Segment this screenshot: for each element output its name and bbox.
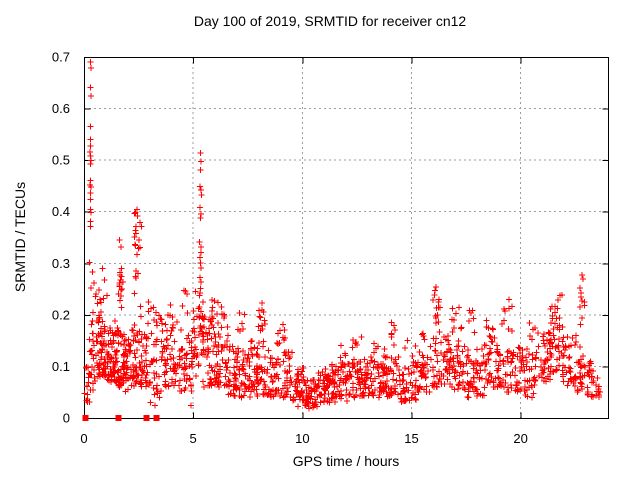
y-tick-label: 0.1 — [52, 359, 70, 374]
x-tick-label: 10 — [295, 431, 309, 446]
y-tick-label: 0.7 — [52, 50, 70, 65]
y-tick-label: 0.4 — [52, 204, 70, 219]
zero-square-marker — [153, 415, 160, 421]
chart-title: Day 100 of 2019, SRMTID for receiver cn1… — [193, 13, 467, 29]
x-tick-label: 20 — [513, 431, 527, 446]
zero-square-marker — [115, 415, 122, 421]
x-tick-label: 15 — [404, 431, 418, 446]
x-tick-label: 0 — [80, 431, 87, 446]
y-tick-label: 0 — [63, 411, 70, 426]
zero-square-marker — [82, 415, 89, 421]
tick-labels: 0 5 10 15 20 0 0.1 0.2 0.3 0.4 0.5 0.6 0.7 — [52, 50, 528, 447]
zero-square-marker — [143, 415, 150, 421]
x-axis-label: GPS time / hours — [292, 453, 400, 469]
data-points-srmtid — [81, 59, 603, 412]
x-tick-label: 5 — [190, 431, 197, 446]
y-tick-label: 0.5 — [52, 153, 70, 168]
gridlines — [84, 57, 608, 418]
y-tick-label: 0.3 — [52, 256, 70, 271]
y-tick-label: 0.6 — [52, 101, 70, 116]
y-tick-label: 0.2 — [52, 307, 70, 322]
zero-value-squares — [82, 415, 160, 421]
